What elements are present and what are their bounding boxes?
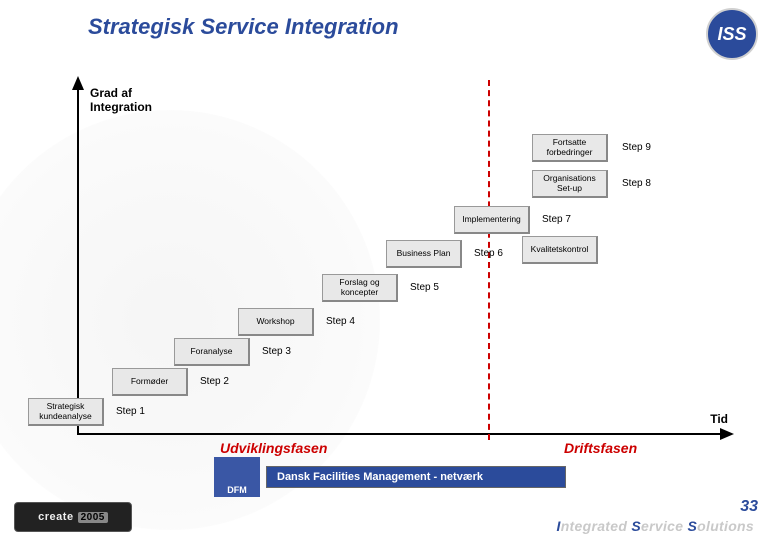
dfm-bar: Dansk Facilities Management - netværk bbox=[266, 466, 566, 488]
step-2-label: Step 2 bbox=[200, 376, 229, 387]
iss-logo: ISS bbox=[706, 8, 758, 60]
tagline-i3: S bbox=[688, 518, 698, 534]
step-9-box: Fortsatte forbedringer bbox=[532, 134, 608, 162]
dfm-badge: DFM Dansk Facilities Management - netvær… bbox=[214, 457, 566, 497]
step-9-label: Step 9 bbox=[622, 142, 651, 153]
step-1-box: Strategisk kundeanalyse bbox=[28, 398, 104, 426]
tagline-w3: olutions bbox=[697, 518, 754, 534]
tagline-w1: ntegrated bbox=[561, 518, 632, 534]
dfm-long: Dansk Facilities Management - netværk bbox=[277, 471, 483, 483]
page-number: 33 bbox=[740, 498, 758, 516]
x-axis-arrow bbox=[720, 428, 734, 440]
y-axis bbox=[77, 86, 79, 434]
step-6-extra-box: Kvalitetskontrol bbox=[522, 236, 598, 264]
step-2-box: Formøder bbox=[112, 368, 188, 396]
step-5-label: Step 5 bbox=[410, 282, 439, 293]
phase-divider bbox=[488, 80, 490, 440]
x-axis bbox=[77, 433, 727, 435]
step-5-box: Forslag og koncepter bbox=[322, 274, 398, 302]
step-8-box: Organisations Set-up bbox=[532, 170, 608, 198]
step-6-box: Business Plan bbox=[386, 240, 462, 268]
tagline: Integrated Service Solutions bbox=[557, 518, 755, 534]
tagline-i2: S bbox=[631, 518, 641, 534]
step-1-label: Step 1 bbox=[116, 406, 145, 417]
step-3-label: Step 3 bbox=[262, 346, 291, 357]
step-3-box: Foranalyse bbox=[174, 338, 250, 366]
tagline-w2: ervice bbox=[641, 518, 687, 534]
step-7-label: Step 7 bbox=[542, 214, 571, 225]
x-axis-label: Tid bbox=[710, 412, 728, 426]
step-4-box: Workshop bbox=[238, 308, 314, 336]
create-badge-text: create bbox=[38, 511, 73, 523]
step-4-label: Step 4 bbox=[326, 316, 355, 327]
create-badge: create 2005 bbox=[14, 502, 132, 532]
footer-partner-band: DFM Dansk Facilities Management - netvær… bbox=[0, 454, 780, 500]
slide-title: Strategisk Service Integration bbox=[88, 14, 399, 40]
dfm-short: DFM bbox=[227, 485, 247, 495]
step-8-label: Step 8 bbox=[622, 178, 651, 189]
dfm-icon: DFM bbox=[214, 457, 260, 497]
step-6-label: Step 6 bbox=[474, 248, 503, 259]
integration-chart: Grad af Integration Tid Udviklingsfasen … bbox=[64, 76, 734, 456]
step-7-box: Implementering bbox=[454, 206, 530, 234]
create-badge-year: 2005 bbox=[78, 512, 108, 523]
iss-logo-text: ISS bbox=[717, 24, 746, 45]
y-axis-label: Grad af Integration bbox=[90, 86, 152, 114]
